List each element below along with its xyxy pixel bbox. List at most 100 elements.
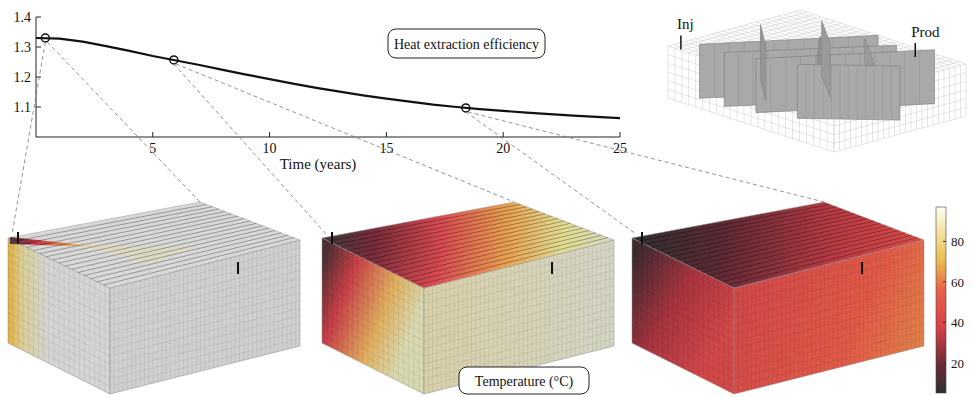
mesh-line [632, 328, 924, 379]
mesh-line [379, 223, 570, 266]
x-tick-label: 20 [496, 141, 510, 156]
injector-well [641, 232, 643, 244]
colorbar-tick-label: 40 [951, 315, 964, 330]
mesh-line [65, 223, 256, 266]
fracture [822, 21, 831, 98]
mesh-line [34, 212, 226, 251]
mesh-line [8, 336, 300, 387]
mesh-line [8, 313, 300, 364]
plot-area [36, 34, 620, 118]
mesh-line [632, 313, 924, 364]
colorbar-tick [943, 362, 946, 363]
fracture-cell [770, 58, 771, 112]
label-box [459, 367, 589, 394]
fracture-cell [823, 27, 824, 81]
fracture-cell [882, 66, 883, 120]
mesh-line [8, 246, 300, 296]
mesh-line [27, 209, 219, 247]
fracture [797, 64, 900, 120]
fracture-cell [840, 65, 841, 119]
producer-well [237, 262, 239, 274]
mesh-line [632, 283, 924, 333]
mesh-line [632, 268, 924, 318]
mesh-line [322, 276, 614, 326]
producer-well [861, 262, 863, 274]
mesh-line [322, 291, 614, 342]
mesh-line [8, 298, 300, 349]
mesh-line [683, 221, 874, 263]
mesh-line [632, 291, 924, 342]
figure: 1.11.21.31.4510152025Time (years)Heat ex… [0, 0, 974, 397]
fracture-cell [919, 50, 920, 104]
producer-well [551, 262, 553, 274]
mesh-line [632, 298, 924, 349]
mesh [632, 204, 924, 393]
mesh-line [645, 207, 837, 245]
fracture-cell [828, 38, 829, 92]
mesh-line [651, 209, 843, 247]
mesh-line [59, 221, 250, 263]
x-tick-label: 5 [149, 141, 156, 156]
mesh-line [21, 207, 213, 245]
fracture-cell [857, 65, 858, 119]
mesh-line [8, 328, 300, 379]
x-tick-label: 10 [263, 141, 277, 156]
mesh-line [78, 228, 269, 272]
wireframe [668, 10, 966, 152]
top-face [8, 202, 300, 288]
y-tick-label: 1.1 [14, 100, 32, 115]
marker [170, 56, 178, 64]
mesh-line [8, 291, 300, 342]
colorbar-tick-label: 60 [951, 275, 964, 290]
mesh-line [322, 283, 614, 333]
mesh-line [418, 238, 608, 285]
fracture-cell [824, 28, 825, 82]
connector [47, 42, 200, 202]
mesh-line [709, 231, 900, 276]
mesh-line [53, 219, 244, 260]
mesh-line [8, 253, 300, 303]
mesh-line [670, 216, 861, 257]
mesh-line [328, 204, 520, 241]
injector-label: Inj [677, 16, 694, 32]
mesh-line [322, 253, 614, 303]
y-tick-label: 1.3 [14, 40, 32, 55]
fracture-cell [805, 64, 806, 118]
colorbar-tick [943, 241, 946, 242]
y-tick [36, 77, 41, 78]
top-face [322, 202, 614, 288]
mesh-line [632, 306, 924, 357]
mesh-line [702, 228, 893, 272]
fracture-cell [738, 52, 739, 106]
fracture-cell [825, 30, 826, 84]
fracture [761, 25, 766, 100]
mesh-line [8, 306, 300, 357]
y-tick [36, 17, 41, 18]
fracture-cell [785, 57, 786, 111]
mesh-line [632, 336, 924, 387]
fracture-cell [828, 40, 829, 94]
mesh-line [411, 235, 601, 282]
mesh-line [638, 204, 830, 241]
reservoir-panel [322, 202, 614, 394]
fracture-cell [765, 44, 766, 98]
mesh-line [8, 283, 300, 333]
fracture-cell [904, 51, 905, 105]
producer-label: Prod [911, 24, 940, 40]
x-tick-label: 15 [379, 141, 393, 156]
fracture-cell [829, 42, 830, 96]
mesh-line [632, 246, 924, 296]
marker [462, 104, 470, 112]
y-tick-label: 1.4 [14, 10, 32, 25]
mesh-line [677, 219, 868, 260]
fracture-cell [823, 25, 824, 79]
mesh-line [104, 238, 294, 285]
mesh-line [386, 226, 577, 270]
connector [468, 112, 824, 202]
y-tick [36, 47, 41, 48]
mesh [8, 204, 300, 393]
mesh-line [373, 221, 564, 263]
mesh-line [322, 298, 614, 349]
line [36, 38, 620, 118]
reservoir-panel [632, 202, 924, 394]
